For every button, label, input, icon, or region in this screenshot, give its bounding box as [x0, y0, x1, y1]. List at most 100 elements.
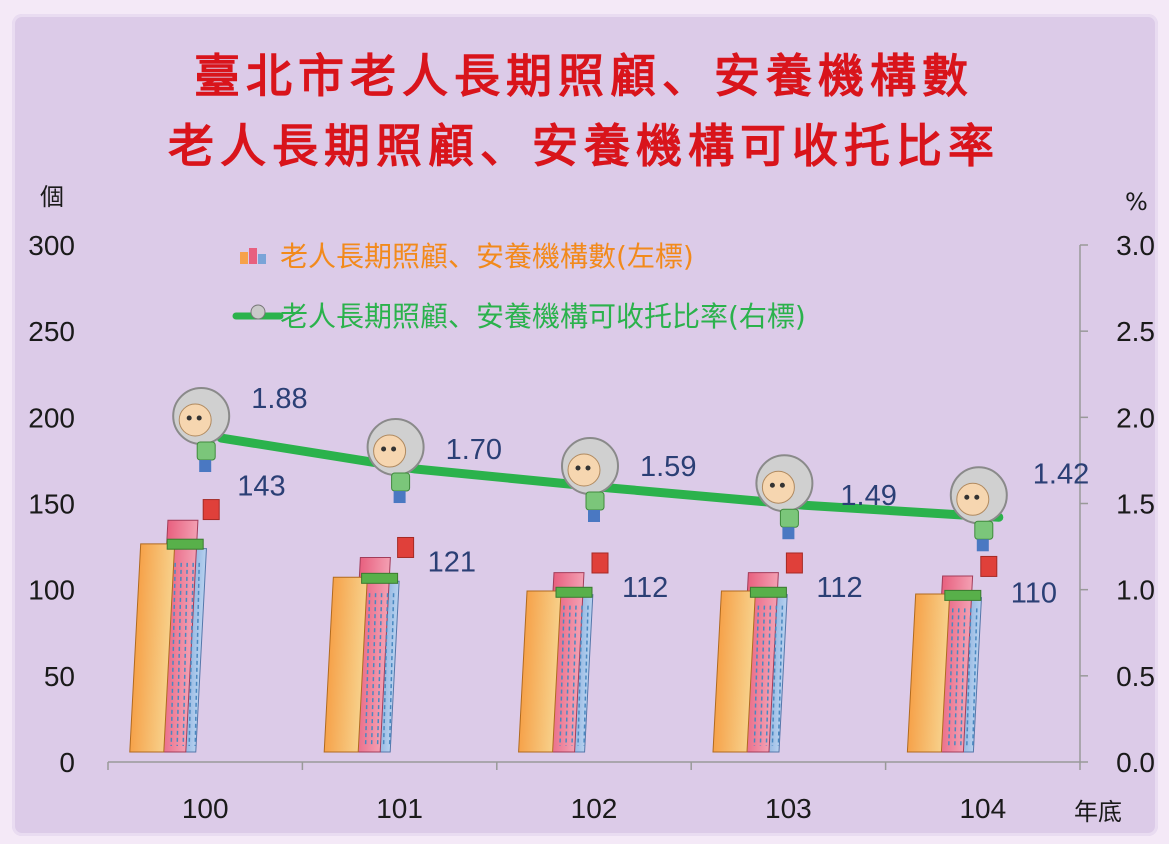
bar-value-label: 112 [816, 572, 862, 604]
building-windows [577, 605, 583, 747]
bar-value-label: 112 [622, 572, 668, 604]
face [567, 453, 601, 487]
right-axis-ticks: 0.0 0.5 1.0 1.5 2.0 2.5 3.0 [1080, 230, 1155, 778]
bar-value-label: 143 [237, 471, 285, 503]
line-value-label: 1.59 [640, 451, 696, 483]
building-roof [944, 589, 982, 601]
legs [782, 527, 795, 540]
bar-value-label: 110 [1011, 577, 1057, 609]
building-windows [376, 593, 383, 747]
body [779, 508, 799, 528]
building-crown [397, 536, 415, 558]
bar [129, 499, 220, 753]
eye [585, 465, 591, 471]
building-tower-orange [518, 590, 562, 753]
bar-value-label: 121 [428, 546, 476, 578]
x-tick-label: 103 [765, 793, 812, 824]
building-windows [364, 593, 371, 747]
building-windows [759, 605, 766, 747]
left-tick-label: 0 [59, 747, 75, 778]
line-series [172, 387, 1008, 552]
eye [391, 446, 397, 452]
chart-title-line-1: 臺北市老人長期照顧、安養機構數 [194, 49, 974, 103]
elderly-person-icon [172, 387, 231, 473]
building-windows [972, 608, 978, 747]
left-tick-label: 300 [28, 230, 75, 261]
body [196, 441, 216, 461]
building-tower-orange [323, 576, 368, 753]
building-windows [388, 593, 395, 747]
face [761, 470, 795, 504]
x-tick-label: 104 [959, 793, 1006, 824]
building-windows [777, 605, 784, 747]
face [956, 482, 990, 516]
building-windows [960, 608, 966, 747]
legend-item-line: 老人長期照顧、安養機構可收托比率(右標) [232, 300, 806, 333]
chart-title-line-2: 老人長期照顧、安養機構可收托比率 [168, 119, 1000, 173]
building-windows [771, 605, 778, 747]
body [391, 472, 411, 492]
right-tick-label: 0.0 [1116, 747, 1155, 778]
building-tower-orange [712, 590, 756, 753]
eye [575, 465, 581, 471]
left-axis-unit: 個 [40, 183, 64, 211]
line-value-label: 1.70 [446, 434, 502, 466]
building-windows [765, 605, 772, 747]
building-tower-orange [906, 593, 951, 753]
legend-item-bars: 老人長期照顧、安養機構數(左標) [240, 240, 694, 273]
left-tick-label: 200 [28, 402, 75, 433]
eye [779, 482, 785, 488]
x-tick-label: 102 [571, 793, 618, 824]
building-windows [948, 608, 954, 747]
building-windows [583, 605, 589, 747]
building-windows [565, 605, 571, 747]
building-windows [559, 605, 565, 747]
legs [393, 491, 406, 504]
building-windows [966, 608, 972, 747]
elderly-person-icon [250, 304, 266, 320]
eye [381, 446, 387, 452]
bar [323, 536, 415, 753]
line-value-label: 1.49 [840, 480, 896, 512]
left-tick-label: 100 [28, 575, 75, 606]
x-tick-label: 100 [182, 793, 229, 824]
building-windows [194, 562, 200, 747]
elderly-person-icon [561, 436, 619, 522]
x-axis-unit: 年底 [1074, 798, 1122, 826]
building-tower-orange [129, 543, 176, 753]
right-tick-label: 1.0 [1116, 575, 1155, 606]
x-axis-ticks: 100 101 102 103 104 [107, 762, 1081, 824]
building-windows [571, 605, 577, 747]
body [585, 491, 605, 511]
right-tick-label: 2.0 [1116, 402, 1155, 433]
line-path [216, 433, 1004, 522]
building-crown [980, 555, 998, 577]
left-tick-label: 50 [44, 661, 75, 692]
body [974, 520, 994, 540]
elderly-person-icon [949, 466, 1008, 552]
eye [769, 482, 775, 488]
right-tick-label: 3.0 [1116, 230, 1155, 261]
bar [906, 555, 998, 753]
building-windows [382, 593, 389, 747]
eye [974, 494, 980, 500]
legend-label-bars: 老人長期照顧、安養機構數(左標) [280, 240, 694, 273]
bar-series [129, 499, 998, 753]
building-windows [370, 593, 377, 747]
eye [186, 415, 192, 421]
building-roof [555, 586, 593, 598]
eye [196, 415, 202, 421]
left-tick-label: 250 [28, 316, 75, 347]
building-roof [166, 538, 204, 550]
elderly-person-icon [755, 454, 814, 540]
building-roof [749, 586, 787, 598]
eye [964, 494, 970, 500]
bar [518, 552, 609, 753]
building-icon [240, 248, 266, 264]
building-windows [176, 562, 182, 747]
building-crown [202, 499, 220, 521]
left-axis-ticks: 0 50 100 150 200 250 300 [28, 230, 75, 778]
data-labels: 143 121 112 112 110 1.88 1.70 1.59 1.49 1.42 [237, 383, 1089, 609]
